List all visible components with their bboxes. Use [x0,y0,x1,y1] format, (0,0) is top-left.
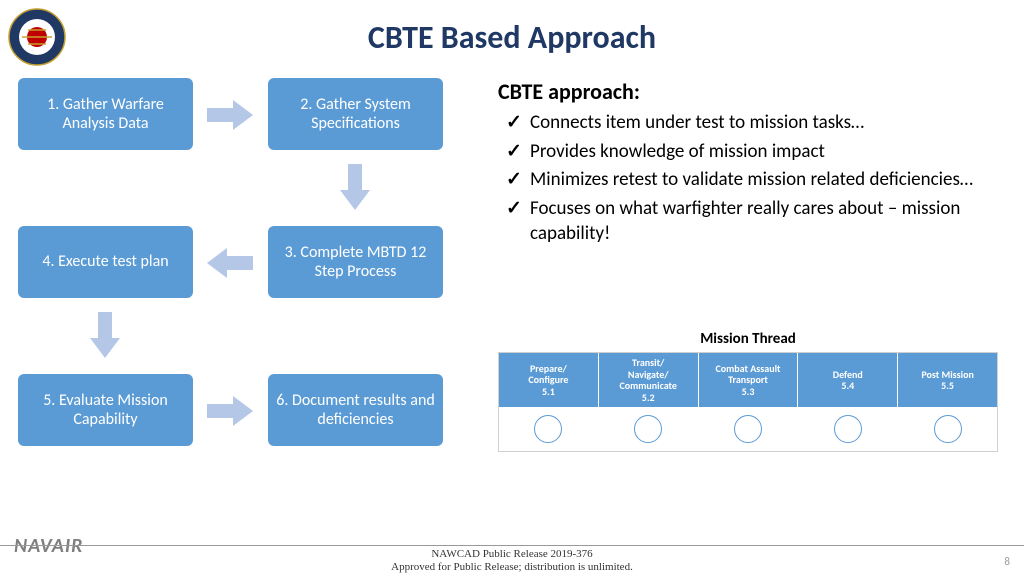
thread-header-cell: Defend5.4 [798,353,897,407]
mission-thread-section: Mission Thread Prepare/ Configure5.1Tran… [498,330,998,452]
arrow-right-icon [203,98,257,132]
footer: NAWCAD Public Release 2019-376 Approved … [0,545,1024,574]
thread-header-cell: Combat Assault Transport5.3 [699,353,798,407]
release-line-2: Approved for Public Release; distributio… [0,561,1024,574]
thread-body-cell [499,407,598,451]
thread-header-cell: Post Mission5.5 [898,353,997,407]
status-circle-icon [534,415,562,443]
page-number: 8 [1004,555,1010,568]
flow-box-5: 5. Evaluate Mission Capability [18,374,193,446]
thread-body-cell [898,407,997,451]
status-circle-icon [934,415,962,443]
flow-box-1: 1. Gather Warfare Analysis Data [18,78,193,150]
flow-box-3: 3. Complete MBTD 12 Step Process [268,226,443,298]
thread-body-cell [699,407,798,451]
approach-item: Provides knowledge of mission impact [504,140,998,165]
navair-seal-logo [8,8,66,66]
arrow-down-icon [88,308,122,362]
page-title: CBTE Based Approach [0,0,1024,57]
approach-section: CBTE approach: Connects item under test … [498,78,998,250]
arrow-right-icon [203,394,257,428]
status-circle-icon [734,415,762,443]
thread-title: Mission Thread [498,330,998,348]
approach-list: Connects item under test to mission task… [498,111,998,246]
thread-body-cell [798,407,897,451]
thread-header-cell: Prepare/ Configure5.1 [499,353,598,407]
thread-header-cell: Transit/ Navigate/ Communicate5.2 [599,353,698,407]
approach-item: Minimizes retest to validate mission rel… [504,168,998,193]
thread-column: Transit/ Navigate/ Communicate5.2 [599,353,699,451]
approach-item: Connects item under test to mission task… [504,111,998,136]
process-flow: 1. Gather Warfare Analysis Data 2. Gathe… [18,78,473,498]
thread-column: Post Mission5.5 [898,353,997,451]
thread-table: Prepare/ Configure5.1Transit/ Navigate/ … [498,352,998,452]
thread-column: Prepare/ Configure5.1 [499,353,599,451]
status-circle-icon [634,415,662,443]
release-line-1: NAWCAD Public Release 2019-376 [0,548,1024,561]
thread-column: Combat Assault Transport5.3 [699,353,799,451]
flow-box-6: 6. Document results and deficiencies [268,374,443,446]
thread-column: Defend5.4 [798,353,898,451]
arrow-down-icon [338,160,372,214]
thread-body-cell [599,407,698,451]
flow-box-2: 2. Gather System Specifications [268,78,443,150]
status-circle-icon [834,415,862,443]
flow-box-4: 4. Execute test plan [18,226,193,298]
approach-heading: CBTE approach: [498,78,998,105]
approach-item: Focuses on what warfighter really cares … [504,197,998,246]
arrow-left-icon [203,246,257,280]
